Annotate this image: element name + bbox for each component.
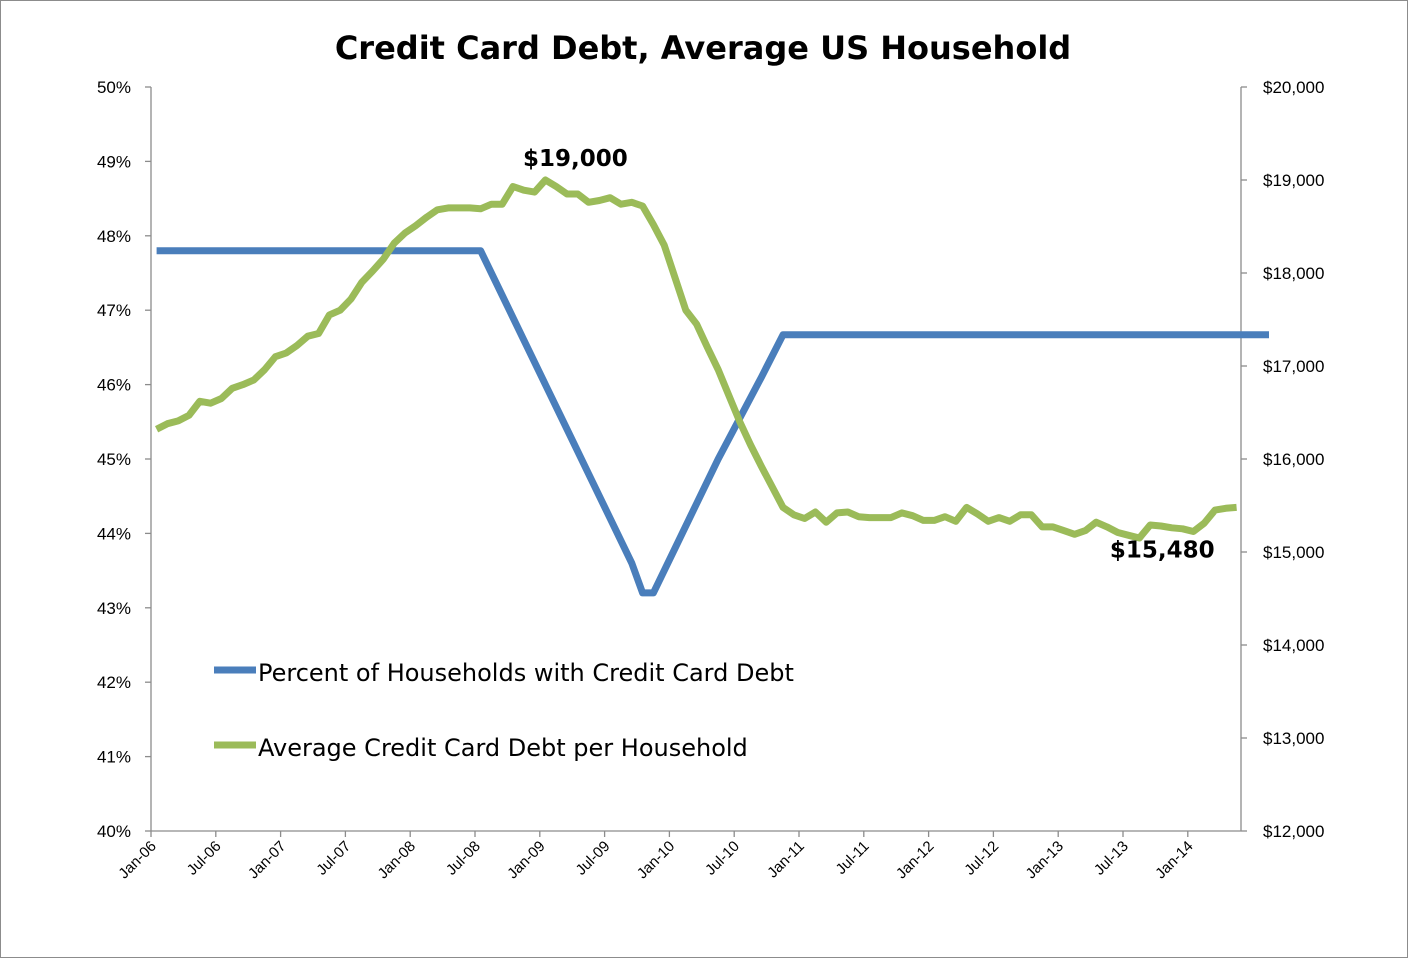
- x-tick-label: Jul-12: [961, 838, 1002, 879]
- x-tick-label: Jan-06: [115, 838, 159, 882]
- x-tick-label: Jul-11: [833, 838, 873, 878]
- right-tick-label: $18,000: [1263, 264, 1324, 283]
- plot-area: [155, 176, 1269, 597]
- x-tick-label: Jul-09: [573, 838, 614, 879]
- x-tick-label: Jul-07: [313, 838, 354, 879]
- chart-title: Credit Card Debt, Average US Household: [335, 29, 1071, 67]
- x-tick-label: Jul-08: [443, 838, 484, 879]
- x-tick-label: Jan-13: [1023, 838, 1067, 882]
- right-tick-label: $16,000: [1263, 450, 1324, 469]
- right-tick-label: $19,000: [1263, 171, 1324, 190]
- left-tick-label: 50%: [97, 78, 131, 97]
- left-tick-label: 44%: [97, 524, 131, 543]
- series-percent-line: [156, 247, 1269, 597]
- x-tick-label: Jan-07: [245, 838, 289, 882]
- x-tick-label: Jan-08: [375, 838, 419, 882]
- right-tick-label: $14,000: [1263, 636, 1324, 655]
- left-tick-label: 48%: [97, 227, 131, 246]
- left-tick-label: 41%: [97, 748, 131, 767]
- x-tick-label: Jan-14: [1152, 838, 1196, 882]
- annotation-latest: $15,480: [1110, 537, 1215, 563]
- left-tick-label: 45%: [97, 450, 131, 469]
- left-tick-label: 47%: [97, 301, 131, 320]
- right-tick-label: $17,000: [1263, 357, 1324, 376]
- left-tick-label: 42%: [97, 673, 131, 692]
- left-tick-label: 43%: [97, 599, 131, 618]
- x-tick-label: Jul-06: [184, 838, 225, 879]
- left-tick-label: 46%: [97, 376, 131, 395]
- legend: Percent of Households with Credit Card D…: [214, 659, 794, 762]
- left-tick-label: 49%: [97, 152, 131, 171]
- right-tick-label: $15,000: [1263, 543, 1324, 562]
- x-tick-label: Jan-10: [634, 838, 678, 882]
- series-debt-line: [155, 176, 1237, 542]
- annotations: $19,000 $15,480: [523, 146, 1215, 563]
- x-tick-label: Jul-10: [702, 838, 743, 879]
- legend-label-percent: Percent of Households with Credit Card D…: [258, 659, 794, 687]
- right-tick-label: $12,000: [1263, 822, 1324, 841]
- x-tick-label: Jan-11: [764, 838, 808, 882]
- annotation-peak: $19,000: [523, 146, 628, 172]
- x-tick-label: Jan-12: [893, 838, 937, 882]
- x-tick-label: Jan-09: [504, 838, 548, 882]
- x-tick-label: Jul-13: [1091, 838, 1132, 879]
- legend-label-debt: Average Credit Card Debt per Household: [258, 734, 748, 762]
- right-tick-label: $13,000: [1263, 729, 1324, 748]
- left-tick-label: 40%: [97, 822, 131, 841]
- right-tick-label: $20,000: [1263, 78, 1324, 97]
